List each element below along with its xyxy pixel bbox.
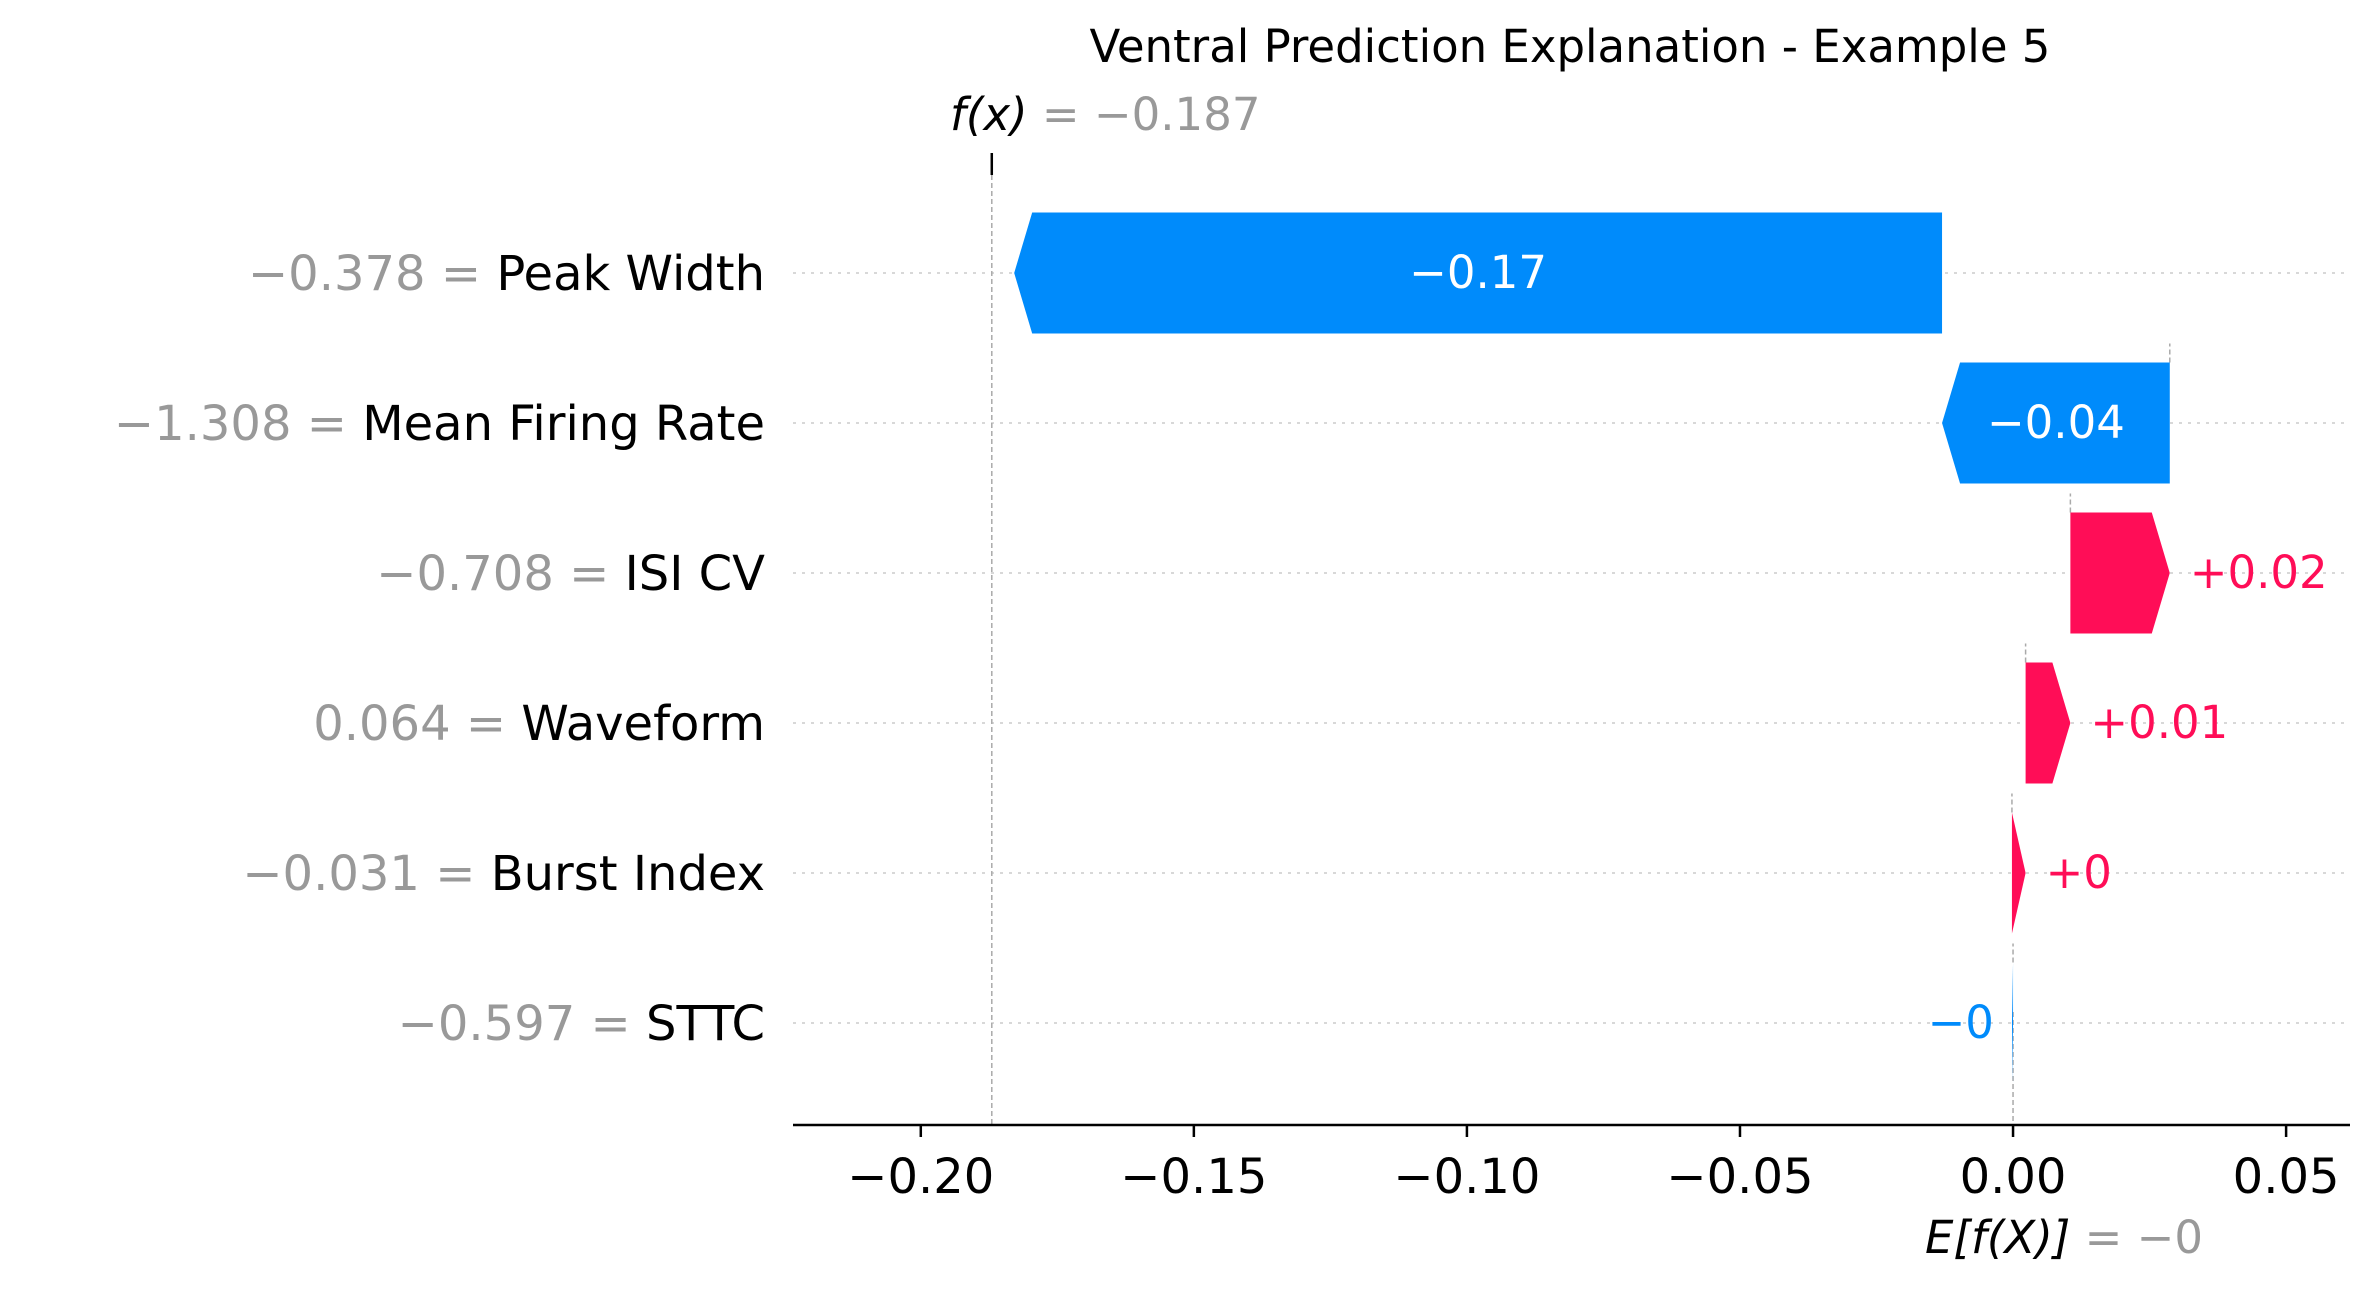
bar-label-4: +0 [2046, 846, 2112, 899]
feature-label-0: −0.378 = Peak Width [248, 246, 765, 302]
feature-label-3: 0.064 = Waveform [313, 696, 765, 752]
x-axis-ticks: −0.20 −0.15 −0.10 −0.05 0.00 0.05 [847, 1125, 2340, 1205]
feature-labels: −0.378 = Peak Width −1.308 = Mean Firing … [114, 246, 765, 1052]
feature-name: Burst Index [491, 846, 765, 902]
feature-label-1: −1.308 = Mean Firing Rate [114, 396, 765, 452]
feature-label-5: −0.597 = STTC [398, 996, 765, 1052]
feature-name: Mean Firing Rate [362, 396, 765, 452]
feature-sep: = [554, 546, 625, 602]
feature-value: −0.708 [376, 546, 554, 602]
feature-value: 0.064 [313, 696, 450, 752]
bar-label-5: −0 [1928, 996, 1994, 1049]
x-tick-label: −0.20 [847, 1149, 994, 1205]
feature-name: ISI CV [625, 546, 766, 602]
fx-label: f(x) = −0.187 [950, 88, 1260, 141]
bar-labels: −0.17 −0.04 +0.02 +0.01 +0 −0 [1409, 246, 2328, 1049]
bar-label-1: −0.04 [1987, 396, 2125, 449]
bar-1 [1942, 362, 2170, 484]
x-tick-label: 0.05 [2233, 1149, 2340, 1205]
feature-sep: = [291, 396, 362, 452]
bar-3 [2025, 662, 2071, 784]
feature-value: −0.597 [398, 996, 576, 1052]
feature-name: Peak Width [496, 246, 765, 302]
chart-title: Ventral Prediction Explanation - Example… [1090, 20, 2051, 73]
x-tick-label: −0.15 [1120, 1149, 1267, 1205]
ex-label-sep: = [2070, 1211, 2136, 1264]
x-tick-label: 0.00 [1960, 1149, 2067, 1205]
bars [1014, 212, 2170, 1084]
bar-label-3: +0.01 [2090, 696, 2228, 749]
x-tick-label: −0.10 [1393, 1149, 1540, 1205]
feature-label-2: −0.708 = ISI CV [376, 546, 765, 602]
feature-sep: = [451, 696, 522, 752]
x-tick-label: −0.05 [1666, 1149, 1813, 1205]
feature-value: −0.031 [242, 846, 420, 902]
bar-0 [1014, 212, 1943, 334]
bar-label-0: −0.17 [1409, 246, 1547, 299]
bar-2 [2070, 512, 2170, 634]
bar-4 [2011, 812, 2026, 934]
ex-label-prefix: E[f(X)] [1925, 1211, 2070, 1264]
feature-label-4: −0.031 = Burst Index [242, 846, 765, 902]
ex-label-value: −0 [2137, 1211, 2203, 1264]
fx-label-value: −0.187 [1094, 88, 1261, 141]
feature-name: Waveform [521, 696, 765, 752]
fx-label-prefix: f(x) [950, 88, 1028, 141]
ex-label: E[f(X)] = −0 [1925, 1211, 2203, 1264]
feature-sep: = [575, 996, 646, 1052]
feature-name: STTC [646, 996, 765, 1052]
fx-label-sep: = [1028, 88, 1094, 141]
feature-sep: = [420, 846, 491, 902]
feature-value: −0.378 [248, 246, 426, 302]
bar-5 [2011, 962, 2014, 1084]
feature-value: −1.308 [114, 396, 292, 452]
feature-sep: = [426, 246, 497, 302]
bar-label-2: +0.02 [2190, 546, 2328, 599]
